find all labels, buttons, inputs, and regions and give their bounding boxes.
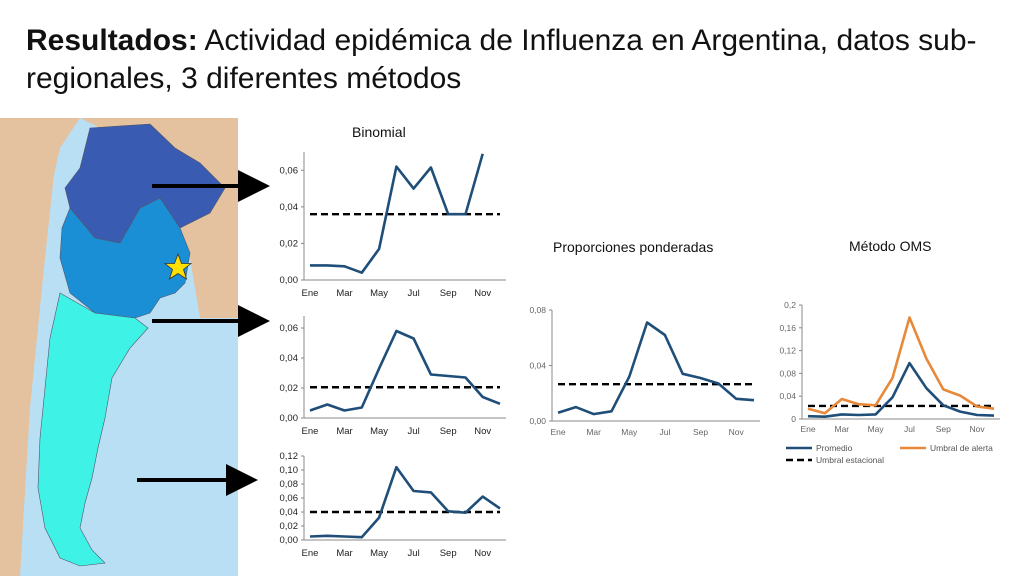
y-tick-label: 0,12 <box>779 346 796 356</box>
chart-binomial-south: 0,00 0,02 0,04 0,06 0,08 0,10 0,12 Ene Mar May Jul… <box>280 451 506 559</box>
y-tick-label: 0,10 <box>280 465 299 476</box>
y-tick-label: 0,02 <box>280 383 299 394</box>
slide-title: Resultados: Actividad epidémica de Influ… <box>26 22 1006 98</box>
x-tick-label: Jul <box>408 548 420 559</box>
x-tick-label: Ene <box>302 426 319 437</box>
map-neighbor-land-south <box>0 118 60 576</box>
chart-proporciones-ponderadas: 0,00 0,04 0,08 Ene Mar May Jul Sep Nov <box>529 305 760 437</box>
x-tick-label: Nov <box>474 426 491 437</box>
x-tick-label: Ene <box>302 548 319 559</box>
y-tick-label: 0,02 <box>280 521 299 532</box>
series-line-promedio <box>807 361 995 418</box>
y-tick-label: 0,08 <box>529 305 546 315</box>
x-tick-label: Sep <box>936 424 951 434</box>
series-line-umbral-de-alerta <box>807 316 995 415</box>
x-tick-label: Mar <box>336 548 352 559</box>
chart-title-oms: Método OMS <box>849 238 932 254</box>
x-tick-label: May <box>370 288 388 299</box>
y-tick-label: 0,02 <box>280 238 299 249</box>
y-tick-label: 0,00 <box>529 416 546 426</box>
x-tick-label: May <box>868 424 885 434</box>
y-tick-label: 0,12 <box>280 451 299 462</box>
x-tick-label: Sep <box>693 427 708 437</box>
chart-binomial-center: 0,00 0,02 0,04 0,06 Ene Mar May Jul Sep Nov <box>280 316 506 437</box>
y-tick-label: 0,04 <box>779 391 796 401</box>
series-line <box>309 465 501 539</box>
chart-title-proporciones: Proporciones ponderadas <box>553 239 714 255</box>
y-tick-label: 0,04 <box>529 361 546 371</box>
legend-label: Promedio <box>816 443 853 453</box>
x-tick-label: Nov <box>474 548 491 559</box>
x-tick-label: Ene <box>302 288 319 299</box>
series-line <box>309 329 501 412</box>
x-tick-label: Nov <box>729 427 745 437</box>
y-tick-label: 0,06 <box>280 493 299 504</box>
map-region-center <box>59 197 191 319</box>
map-star-icon <box>163 252 193 280</box>
slide-title-bold: Resultados: <box>26 24 198 57</box>
x-tick-label: May <box>621 427 638 437</box>
y-tick-label: 0,2 <box>784 300 796 310</box>
x-tick-label: Ene <box>800 424 815 434</box>
x-tick-label: Jul <box>408 288 420 299</box>
x-tick-label: Jul <box>659 427 670 437</box>
chart-title-binomial: Binomial <box>352 124 406 140</box>
y-tick-label: 0,08 <box>280 479 299 490</box>
x-tick-label: Ene <box>550 427 565 437</box>
x-tick-label: May <box>370 548 388 559</box>
x-tick-label: Sep <box>440 548 457 559</box>
y-tick-label: 0,00 <box>280 535 299 546</box>
x-tick-label: Mar <box>336 426 352 437</box>
map-region-south <box>37 292 149 567</box>
x-tick-label: Nov <box>970 424 986 434</box>
y-tick-label: 0,00 <box>280 275 299 286</box>
x-tick-label: Mar <box>586 427 601 437</box>
argentina-region-map <box>0 118 238 576</box>
x-tick-label: Sep <box>440 288 457 299</box>
chart-binomial-north: 0,00 0,02 0,04 0,06 Ene Mar May Jul Sep Nov <box>280 152 506 299</box>
series-line <box>310 153 484 274</box>
x-tick-label: May <box>370 426 388 437</box>
x-tick-label: Jul <box>904 424 915 434</box>
x-tick-label: Sep <box>440 426 457 437</box>
y-tick-label: 0,04 <box>280 507 299 518</box>
x-tick-label: Nov <box>474 288 491 299</box>
series-line <box>557 321 755 416</box>
legend-label: Umbral estacional <box>816 455 884 465</box>
y-tick-label: 0,08 <box>779 368 796 378</box>
y-tick-label: 0 <box>791 414 796 424</box>
x-tick-label: Mar <box>834 424 849 434</box>
y-tick-label: 0,00 <box>280 413 299 424</box>
y-tick-label: 0,06 <box>280 165 299 176</box>
y-tick-label: 0,16 <box>779 323 796 333</box>
chart-metodo-oms: 0 0,04 0,08 0,12 0,16 0,2 Ene Mar May Jul Sep Nov Pr… <box>779 300 1000 465</box>
y-tick-label: 0,04 <box>280 202 299 213</box>
legend-label: Umbral de alerta <box>930 443 993 453</box>
y-tick-label: 0,04 <box>280 353 299 364</box>
slide-title-rest: Actividad epidémica de Influenza en Arge… <box>26 24 977 95</box>
x-tick-label: Jul <box>408 426 420 437</box>
y-tick-label: 0,06 <box>280 323 299 334</box>
x-tick-label: Mar <box>336 288 352 299</box>
